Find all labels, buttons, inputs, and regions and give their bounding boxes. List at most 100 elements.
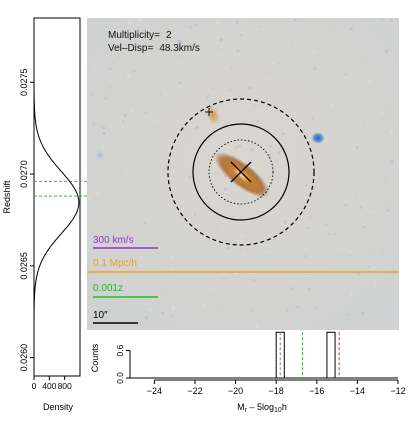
sky-noise-dot xyxy=(87,169,89,171)
sky-noise-dot xyxy=(144,283,147,286)
sky-noise-dot xyxy=(233,184,235,186)
sky-noise-dot xyxy=(364,194,366,196)
sky-noise-dot xyxy=(337,246,341,250)
sky-noise-dot xyxy=(305,275,308,277)
sky-noise-dot xyxy=(347,313,350,316)
sky-noise-dot xyxy=(272,237,274,240)
sky-noise-dot xyxy=(172,127,175,129)
sky-noise-dot xyxy=(161,186,164,189)
sky-noise-dot xyxy=(242,155,246,158)
sky-noise-dot xyxy=(328,232,332,236)
sky-noise-dot xyxy=(223,41,226,44)
hist-x-tick-label: −12 xyxy=(390,386,405,396)
sky-noise-dot xyxy=(159,176,161,178)
sky-noise-dot xyxy=(178,56,180,59)
sky-noise-dot xyxy=(132,69,136,72)
sky-noise-dot xyxy=(102,126,106,130)
hist-y-ticks: 0.0 0.6 xyxy=(115,344,130,384)
sky-noise-dot xyxy=(129,136,132,139)
sky-noise-dot xyxy=(380,119,384,123)
hist-bar xyxy=(326,331,336,379)
sky-noise-dot xyxy=(265,76,269,80)
sky-noise-dot xyxy=(193,235,197,239)
sky-noise-dot xyxy=(178,81,181,85)
hist-x-tick-label: −20 xyxy=(228,386,243,396)
sky-noise-dot xyxy=(101,145,105,149)
sky-noise-dot xyxy=(212,87,215,89)
sky-noise-dot xyxy=(390,160,394,164)
sky-noise-dot xyxy=(126,244,128,246)
density-x-tick-label: 800 xyxy=(58,381,72,391)
density-x-ticks: 0 400 800 xyxy=(32,376,72,391)
sky-noise-dot xyxy=(352,174,355,177)
sky-noise-dot xyxy=(112,62,115,65)
sky-noise-dot xyxy=(165,164,168,168)
multiplicity-label: Multiplicity= 2 xyxy=(108,30,172,41)
sky-noise-dot xyxy=(237,95,240,98)
sky-noise-dot xyxy=(140,323,142,326)
sky-noise-dot xyxy=(181,299,184,302)
sky-noise-dot xyxy=(216,53,220,56)
sky-noise-dot xyxy=(255,324,259,328)
sky-noise-dot xyxy=(350,293,354,297)
sky-noise-dot xyxy=(217,188,219,191)
sky-noise-dot xyxy=(389,73,391,75)
sky-noise-dot xyxy=(388,44,391,46)
sky-noise-dot xyxy=(288,138,292,142)
sky-noise-dot xyxy=(239,192,241,194)
sky-noise-dot xyxy=(281,132,286,136)
sky-noise-dot xyxy=(117,84,119,86)
sky-noise-dot xyxy=(163,252,166,254)
sky-noise-dot xyxy=(385,207,387,209)
sky-noise-dot xyxy=(171,305,176,310)
sky-noise-dot xyxy=(193,213,197,216)
sky-noise-dot xyxy=(171,74,174,76)
sky-noise-dot xyxy=(220,235,222,237)
sky-noise-dot xyxy=(173,32,176,35)
sky-noise-dot xyxy=(124,77,126,79)
sky-noise-dot xyxy=(180,137,183,141)
sky-noise-dot xyxy=(93,114,95,116)
hist-y-tick-label: 0.6 xyxy=(115,344,125,356)
sky-noise-dot xyxy=(139,30,141,32)
sky-noise-dot xyxy=(387,295,389,297)
sky-noise-dot xyxy=(253,275,256,278)
sky-noise-dot xyxy=(169,314,172,317)
sky-noise-dot xyxy=(206,94,210,99)
sky-noise-dot xyxy=(127,73,131,77)
sky-noise-dot xyxy=(386,265,389,268)
sky-noise-dot xyxy=(123,113,127,117)
sky-noise-dot xyxy=(367,266,371,269)
sky-noise-dot xyxy=(291,289,293,291)
sky-noise-dot xyxy=(231,96,233,98)
sky-noise-dot xyxy=(226,246,230,250)
sky-noise-dot xyxy=(209,288,213,292)
density-y-tick-label: 0.0275 xyxy=(19,68,29,96)
veldisp-label: Vel–Disp= 48.3km/s xyxy=(108,43,200,54)
sky-noise-dot xyxy=(139,264,142,268)
sky-noise-dot xyxy=(307,288,311,291)
sky-noise-dot xyxy=(394,150,397,153)
sky-noise-dot xyxy=(269,144,273,148)
sky-noise-dot xyxy=(344,73,347,76)
center-cross xyxy=(230,161,252,183)
hist-y-tick-label: 0.0 xyxy=(115,372,125,384)
sky-noise-dot xyxy=(333,232,337,236)
hist-ylabel: Counts xyxy=(90,343,100,372)
sky-noise-dot xyxy=(171,316,174,318)
sky-noise-dot xyxy=(362,125,365,127)
sky-noise-dot xyxy=(291,41,293,44)
sky-noise-dot xyxy=(194,23,198,27)
density-xlabel: Density xyxy=(43,402,74,412)
sky-noise-dot xyxy=(222,134,226,138)
sky-noise-dot xyxy=(119,159,121,161)
sky-noise-dot xyxy=(199,96,201,98)
sky-noise-dot xyxy=(223,187,227,191)
sky-noise-dot xyxy=(344,203,347,207)
companion-galaxy xyxy=(206,105,220,125)
sky-noise-dot xyxy=(229,306,232,308)
sky-noise-dot xyxy=(253,279,256,282)
sky-noise-dot xyxy=(220,225,224,229)
sky-noise-dot xyxy=(349,250,353,254)
sky-noise-dot xyxy=(281,91,285,94)
